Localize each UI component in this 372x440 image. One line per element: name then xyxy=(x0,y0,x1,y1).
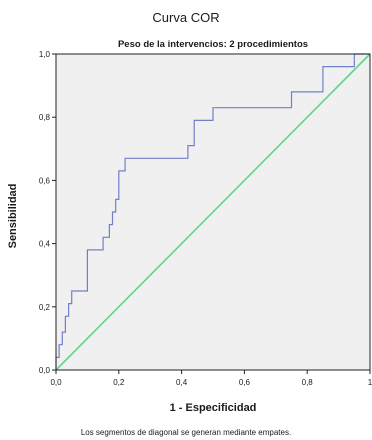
chart-title: Curva COR xyxy=(152,10,220,25)
roc-curve-line xyxy=(55,53,370,370)
x-axis-label: 1 - Especificidad xyxy=(169,402,257,414)
axis-tick-labels: 0,0 0,2 0,4 0,6 0,8 1 0,0 0,2 0,4 0,6 0,8 1,0 xyxy=(39,50,372,387)
x-tick-label: 0,4 xyxy=(176,378,188,387)
y-tick-label: 0,2 xyxy=(39,303,51,312)
plot-border xyxy=(55,53,371,371)
x-tick-label: 0,6 xyxy=(239,378,251,387)
y-tick-label: 1,0 xyxy=(39,50,51,59)
chart-footnote: Los segmentos de diagonal se generan med… xyxy=(80,428,292,437)
y-tick-label: 0,4 xyxy=(39,240,51,249)
chart-subtitle: Peso de la intervencios: 2 procedimiento… xyxy=(117,39,309,50)
y-tick-label: 0,0 xyxy=(39,366,51,375)
x-tick-label: 0,0 xyxy=(50,378,62,387)
x-tick-label: 1 xyxy=(368,378,372,387)
reference-diagonal-line xyxy=(55,53,371,371)
x-tick-label: 0,8 xyxy=(302,378,314,387)
y-tick-label: 0,8 xyxy=(39,113,51,122)
y-tick-label: 0,6 xyxy=(39,176,51,185)
axis-ticks xyxy=(52,53,371,374)
x-tick-label: 0,2 xyxy=(113,378,125,387)
